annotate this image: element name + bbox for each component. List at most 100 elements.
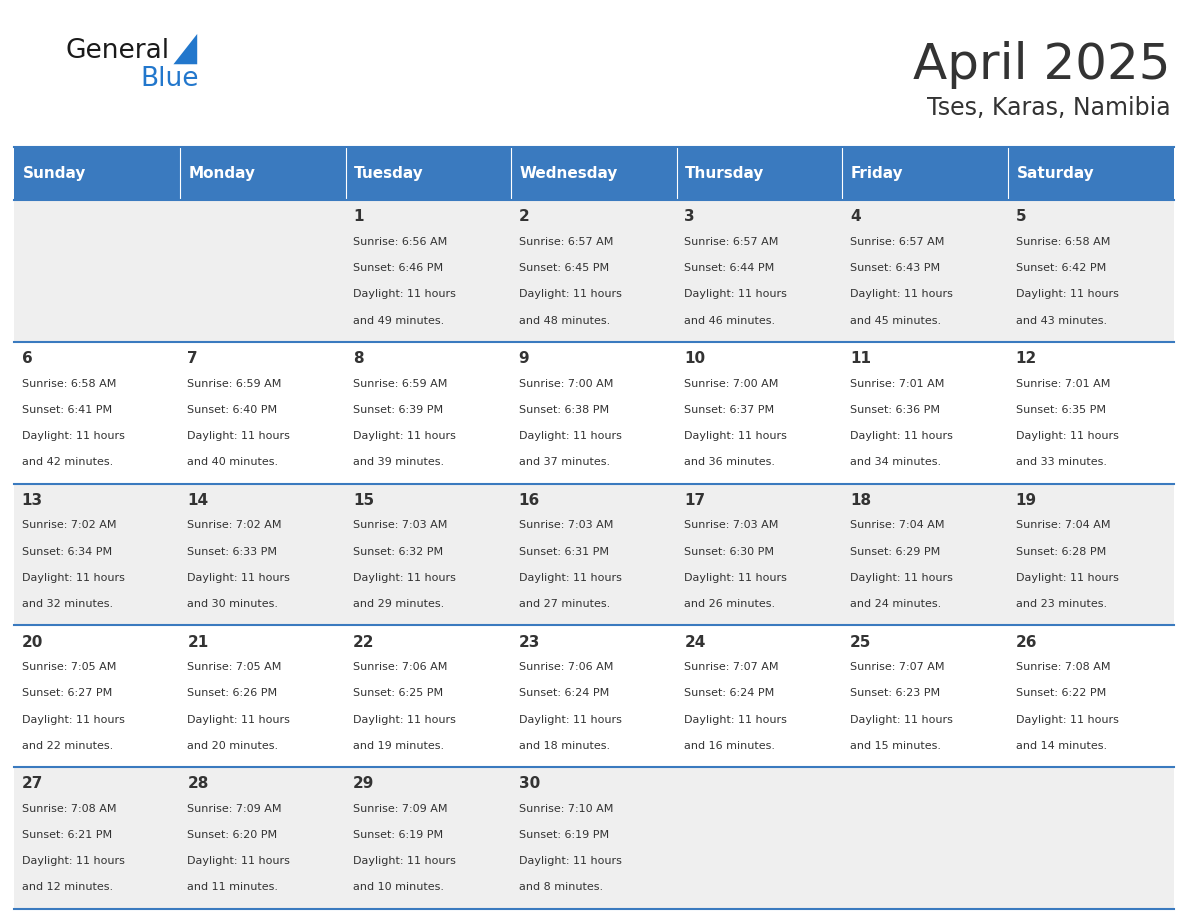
- Text: 5: 5: [1016, 209, 1026, 224]
- Text: 13: 13: [21, 493, 43, 508]
- Text: 27: 27: [21, 777, 43, 791]
- Text: Sunset: 6:33 PM: Sunset: 6:33 PM: [188, 546, 277, 556]
- Text: Daylight: 11 hours: Daylight: 11 hours: [188, 856, 290, 867]
- Text: Sunset: 6:42 PM: Sunset: 6:42 PM: [1016, 263, 1106, 273]
- Text: and 14 minutes.: and 14 minutes.: [1016, 741, 1107, 751]
- Text: Daylight: 11 hours: Daylight: 11 hours: [684, 714, 788, 724]
- Text: and 43 minutes.: and 43 minutes.: [1016, 316, 1107, 326]
- Text: 25: 25: [849, 634, 871, 650]
- Bar: [677, 341, 842, 484]
- Text: Sunrise: 6:59 AM: Sunrise: 6:59 AM: [353, 378, 448, 388]
- Bar: [677, 625, 842, 767]
- Text: Wednesday: Wednesday: [519, 166, 618, 181]
- Text: and 27 minutes.: and 27 minutes.: [519, 599, 609, 609]
- Text: Sunrise: 7:01 AM: Sunrise: 7:01 AM: [1016, 378, 1110, 388]
- Bar: [1009, 147, 1174, 200]
- Text: Sunset: 6:37 PM: Sunset: 6:37 PM: [684, 405, 775, 415]
- Text: Daylight: 11 hours: Daylight: 11 hours: [353, 431, 456, 441]
- Text: Daylight: 11 hours: Daylight: 11 hours: [21, 856, 125, 867]
- Text: 1: 1: [353, 209, 364, 224]
- Text: 16: 16: [519, 493, 539, 508]
- Text: 2: 2: [519, 209, 530, 224]
- Bar: [511, 200, 677, 341]
- Bar: [677, 484, 842, 625]
- Text: Daylight: 11 hours: Daylight: 11 hours: [849, 431, 953, 441]
- Bar: [842, 767, 1009, 909]
- Bar: [511, 484, 677, 625]
- Text: and 39 minutes.: and 39 minutes.: [353, 457, 444, 467]
- Bar: [842, 341, 1009, 484]
- Text: Daylight: 11 hours: Daylight: 11 hours: [684, 289, 788, 299]
- Text: Monday: Monday: [188, 166, 255, 181]
- Text: Daylight: 11 hours: Daylight: 11 hours: [684, 431, 788, 441]
- Text: and 29 minutes.: and 29 minutes.: [353, 599, 444, 609]
- Text: and 11 minutes.: and 11 minutes.: [188, 882, 278, 892]
- Text: 3: 3: [684, 209, 695, 224]
- Bar: [511, 767, 677, 909]
- Text: Sunset: 6:41 PM: Sunset: 6:41 PM: [21, 405, 112, 415]
- Bar: [14, 200, 179, 341]
- Text: and 36 minutes.: and 36 minutes.: [684, 457, 776, 467]
- Text: Thursday: Thursday: [685, 166, 764, 181]
- Bar: [346, 147, 511, 200]
- Text: Sunset: 6:39 PM: Sunset: 6:39 PM: [353, 405, 443, 415]
- Text: Daylight: 11 hours: Daylight: 11 hours: [353, 856, 456, 867]
- Text: Daylight: 11 hours: Daylight: 11 hours: [188, 431, 290, 441]
- Bar: [14, 341, 179, 484]
- Text: Sunset: 6:22 PM: Sunset: 6:22 PM: [1016, 688, 1106, 699]
- Text: 4: 4: [849, 209, 860, 224]
- Bar: [842, 484, 1009, 625]
- Text: and 10 minutes.: and 10 minutes.: [353, 882, 444, 892]
- Text: Sunrise: 7:03 AM: Sunrise: 7:03 AM: [353, 521, 448, 531]
- Text: 28: 28: [188, 777, 209, 791]
- Text: Daylight: 11 hours: Daylight: 11 hours: [519, 714, 621, 724]
- Bar: [179, 147, 346, 200]
- Text: and 15 minutes.: and 15 minutes.: [849, 741, 941, 751]
- Text: Sunrise: 7:04 AM: Sunrise: 7:04 AM: [849, 521, 944, 531]
- Text: and 34 minutes.: and 34 minutes.: [849, 457, 941, 467]
- Bar: [677, 767, 842, 909]
- Text: 20: 20: [21, 634, 43, 650]
- Text: Sunrise: 7:08 AM: Sunrise: 7:08 AM: [1016, 662, 1110, 672]
- Text: Sunday: Sunday: [23, 166, 86, 181]
- Text: Sunrise: 7:09 AM: Sunrise: 7:09 AM: [188, 804, 282, 813]
- Text: Sunrise: 7:07 AM: Sunrise: 7:07 AM: [684, 662, 779, 672]
- Text: Sunset: 6:31 PM: Sunset: 6:31 PM: [519, 546, 608, 556]
- Text: Blue: Blue: [140, 66, 198, 92]
- Text: 24: 24: [684, 634, 706, 650]
- Text: Sunset: 6:40 PM: Sunset: 6:40 PM: [188, 405, 278, 415]
- Text: 12: 12: [1016, 351, 1037, 366]
- Bar: [677, 200, 842, 341]
- Text: Sunrise: 7:02 AM: Sunrise: 7:02 AM: [21, 521, 116, 531]
- Text: Sunset: 6:27 PM: Sunset: 6:27 PM: [21, 688, 112, 699]
- Text: 7: 7: [188, 351, 198, 366]
- Bar: [511, 341, 677, 484]
- Text: Sunrise: 7:04 AM: Sunrise: 7:04 AM: [1016, 521, 1110, 531]
- Text: Daylight: 11 hours: Daylight: 11 hours: [849, 289, 953, 299]
- Bar: [1009, 200, 1174, 341]
- Text: 9: 9: [519, 351, 530, 366]
- Text: Daylight: 11 hours: Daylight: 11 hours: [1016, 289, 1118, 299]
- Bar: [14, 484, 179, 625]
- Text: Saturday: Saturday: [1017, 166, 1094, 181]
- Bar: [511, 625, 677, 767]
- Text: Daylight: 11 hours: Daylight: 11 hours: [188, 573, 290, 583]
- Text: Daylight: 11 hours: Daylight: 11 hours: [684, 573, 788, 583]
- Text: Sunset: 6:35 PM: Sunset: 6:35 PM: [1016, 405, 1106, 415]
- Bar: [842, 625, 1009, 767]
- Text: 8: 8: [353, 351, 364, 366]
- Text: Sunset: 6:24 PM: Sunset: 6:24 PM: [519, 688, 609, 699]
- Bar: [346, 341, 511, 484]
- Text: and 20 minutes.: and 20 minutes.: [188, 741, 278, 751]
- Text: and 18 minutes.: and 18 minutes.: [519, 741, 609, 751]
- Text: 26: 26: [1016, 634, 1037, 650]
- Text: April 2025: April 2025: [912, 41, 1170, 89]
- Text: 15: 15: [353, 493, 374, 508]
- Text: Sunset: 6:19 PM: Sunset: 6:19 PM: [519, 830, 608, 840]
- Text: Sunset: 6:38 PM: Sunset: 6:38 PM: [519, 405, 608, 415]
- Bar: [346, 625, 511, 767]
- Bar: [14, 625, 179, 767]
- Text: Sunrise: 7:09 AM: Sunrise: 7:09 AM: [353, 804, 448, 813]
- Text: and 16 minutes.: and 16 minutes.: [684, 741, 776, 751]
- Text: and 19 minutes.: and 19 minutes.: [353, 741, 444, 751]
